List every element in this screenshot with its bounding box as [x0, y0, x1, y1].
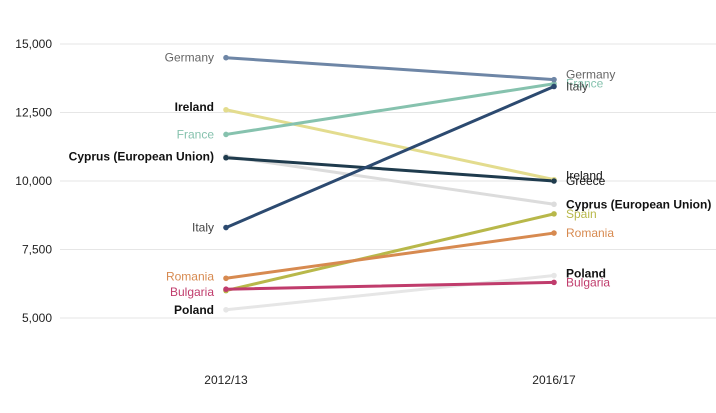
right-label-bulgaria: Bulgaria — [566, 275, 610, 289]
point-france-0 — [223, 131, 229, 138]
point-germany-0 — [223, 54, 229, 61]
left-labels: Germany Ireland France Cyprus (European Uni… — [69, 51, 215, 317]
series-line-cyprus-european-union — [224, 154, 556, 206]
series-line-spain — [224, 212, 556, 293]
right-label-italy: Italy — [566, 79, 588, 93]
x-tick-label: 2016/17 — [532, 373, 576, 387]
y-tick-label: 5,000 — [22, 311, 52, 325]
point-ireland-0 — [223, 106, 229, 113]
right-label-cyprus-european-union: Cyprus (European Union) — [566, 197, 711, 211]
right-label-poland: Poland — [566, 267, 606, 281]
right-label-spain: Spain — [566, 207, 597, 221]
series-line-italy — [224, 84, 556, 230]
point-poland-0 — [223, 306, 229, 313]
left-label-bulgaria: Bulgaria — [170, 285, 214, 299]
series-line-greece — [224, 156, 556, 183]
right-label-greece: Greece — [566, 174, 606, 188]
series-line-france — [224, 82, 556, 136]
point-romania-0 — [223, 275, 229, 282]
right-label-france: France — [566, 77, 604, 91]
point-italy-0 — [223, 224, 229, 231]
point-cyprus-european-union-1 — [551, 201, 557, 208]
series-line-bulgaria — [224, 280, 556, 291]
series-lines — [224, 56, 556, 312]
series-line-romania — [224, 231, 556, 280]
point-romania-1 — [551, 230, 557, 236]
left-label-ireland: Ireland — [175, 100, 214, 114]
point-germany-1 — [551, 76, 557, 83]
right-label-ireland: Ireland — [566, 169, 603, 183]
point-spain-1 — [551, 211, 557, 217]
x-tick-label: 2012/13 — [204, 373, 248, 387]
left-label-italy: Italy — [192, 221, 214, 235]
y-axis: 5,000 7,500 10,000 12,500 15,000 — [15, 37, 52, 325]
point-bulgaria-1 — [551, 279, 557, 286]
right-label-germany: Germany — [566, 68, 615, 82]
series-line-poland — [224, 274, 556, 312]
left-label-romania: Romania — [166, 269, 214, 283]
point-greece-0 — [223, 154, 229, 161]
y-tick-label: 15,000 — [15, 37, 52, 51]
left-label-france: France — [177, 127, 215, 141]
x-axis: 2012/13 2016/17 — [204, 373, 576, 387]
right-label-romania: Romania — [566, 226, 614, 240]
point-italy-1 — [551, 83, 557, 90]
left-label-poland: Poland — [174, 303, 214, 317]
point-poland-1 — [551, 272, 557, 279]
series-points — [223, 54, 557, 313]
y-tick-label: 12,500 — [15, 106, 52, 120]
point-bulgaria-0 — [223, 286, 229, 293]
series-line-germany — [224, 56, 556, 82]
left-label-cyprus-european-union: Cyprus (European Union) — [69, 149, 214, 163]
y-tick-label: 10,000 — [15, 174, 52, 188]
left-label-germany: Germany — [165, 51, 214, 65]
point-greece-1 — [551, 178, 557, 184]
y-tick-label: 7,500 — [22, 243, 52, 257]
series-line-ireland — [224, 108, 556, 182]
